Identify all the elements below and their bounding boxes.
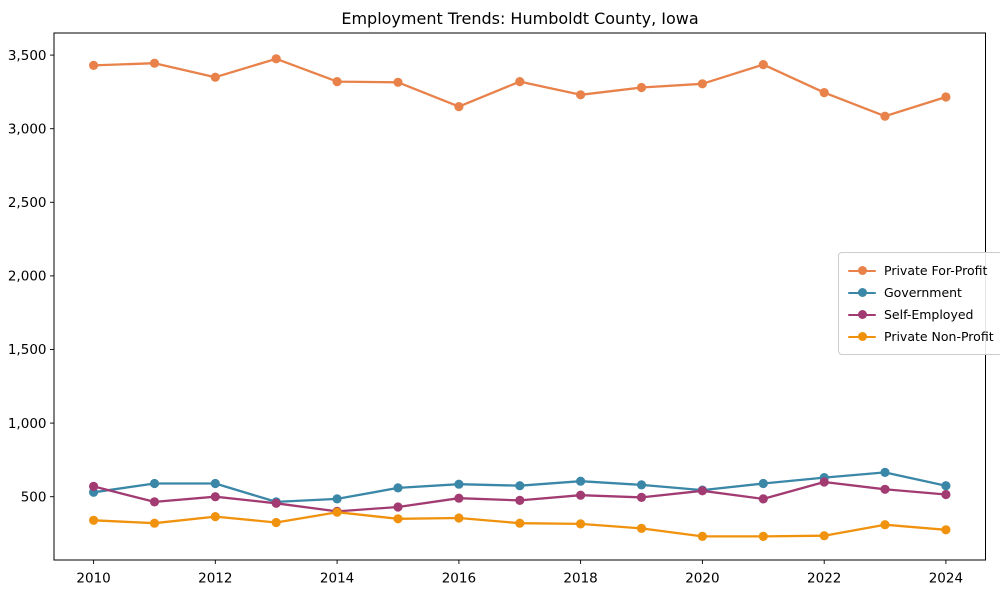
y-tick-label: 1,500 <box>8 342 47 358</box>
data-point <box>89 60 99 70</box>
data-point <box>332 77 342 87</box>
legend-marker-icon <box>848 288 876 298</box>
data-point <box>271 498 281 508</box>
data-point <box>636 492 647 502</box>
x-tick-label: 2020 <box>685 571 719 587</box>
data-point <box>880 484 890 494</box>
data-point <box>576 90 586 100</box>
data-point <box>271 517 281 528</box>
data-point <box>941 92 951 102</box>
data-point <box>210 478 220 489</box>
data-point <box>576 476 586 486</box>
legend-label: Government <box>884 285 962 300</box>
x-tick-label: 2022 <box>807 571 841 587</box>
data-point <box>149 58 160 68</box>
data-point <box>880 467 890 477</box>
data-point <box>149 497 160 507</box>
y-tick-label: 3,000 <box>8 121 47 137</box>
data-point <box>393 77 403 87</box>
data-point <box>576 490 586 500</box>
data-point <box>758 531 768 542</box>
data-point <box>515 481 525 491</box>
data-point <box>697 486 708 496</box>
data-point <box>758 60 768 70</box>
data-point <box>636 82 647 93</box>
legend-item: Private Non-Profit <box>848 327 994 346</box>
data-point <box>880 111 890 121</box>
x-tick-label: 2010 <box>76 571 110 587</box>
data-point <box>149 518 160 528</box>
data-point <box>515 518 525 528</box>
data-point <box>89 481 99 491</box>
x-tick-label: 2018 <box>563 571 597 587</box>
legend-item: Government <box>848 283 994 302</box>
data-point <box>515 495 525 505</box>
data-point <box>149 478 160 489</box>
legend: Private For-Profit Government Self-Employe… <box>838 252 1000 355</box>
data-point <box>636 480 647 490</box>
legend-item: Self-Employed <box>848 305 994 324</box>
data-point <box>819 531 829 541</box>
data-point <box>393 502 403 512</box>
data-point <box>758 478 768 489</box>
data-point <box>393 483 403 493</box>
data-point <box>454 479 464 489</box>
data-point <box>332 507 342 517</box>
data-point <box>636 523 647 534</box>
x-tick-label: 2024 <box>929 571 963 587</box>
data-point <box>941 525 951 535</box>
data-point <box>454 102 464 112</box>
legend-marker-icon <box>848 266 876 276</box>
legend-item: Private For-Profit <box>848 261 994 280</box>
data-point <box>819 477 829 487</box>
y-tick-label: 2,000 <box>8 269 47 285</box>
series-line <box>93 57 947 118</box>
data-point <box>880 520 890 530</box>
legend-label: Private Non-Profit <box>884 329 994 344</box>
data-point <box>941 489 951 500</box>
data-point <box>941 481 951 491</box>
data-point <box>271 54 281 64</box>
y-tick-label: 500 <box>21 489 47 505</box>
chart-title: Employment Trends: Humboldt County, Iowa <box>341 9 699 28</box>
x-tick-label: 2014 <box>320 571 354 587</box>
data-point <box>210 72 220 82</box>
legend-marker-icon <box>848 332 876 342</box>
data-point <box>515 77 525 87</box>
y-tick-label: 3,500 <box>8 48 47 64</box>
y-tick-label: 2,500 <box>8 195 47 211</box>
legend-label: Self-Employed <box>884 307 974 322</box>
legend-marker-icon <box>848 310 876 320</box>
x-tick-label: 2016 <box>442 571 476 587</box>
data-point <box>210 492 220 502</box>
data-point <box>454 513 464 523</box>
data-point <box>819 88 829 98</box>
data-point <box>758 494 768 504</box>
data-point <box>576 519 586 529</box>
data-point <box>332 494 342 504</box>
data-point <box>393 514 403 524</box>
data-point <box>697 531 708 542</box>
data-point <box>89 515 99 525</box>
y-tick-label: 1,000 <box>8 416 47 432</box>
data-point <box>697 79 708 89</box>
data-point <box>210 511 220 522</box>
legend-label: Private For-Profit <box>884 263 988 278</box>
x-tick-label: 2012 <box>198 571 232 587</box>
data-point <box>454 493 464 503</box>
